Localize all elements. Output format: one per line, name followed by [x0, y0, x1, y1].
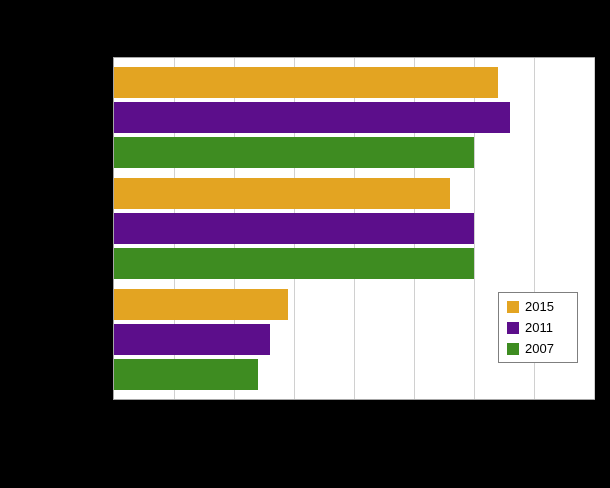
- bar-groups-layer: [114, 58, 594, 399]
- bar-2007-group1: [114, 137, 474, 168]
- bar-group-2: [114, 178, 594, 279]
- legend-swatch-2011-icon: [507, 321, 519, 334]
- legend-swatch-2007-icon: [507, 342, 519, 355]
- bar-2007-group3: [114, 359, 258, 390]
- legend-entry-2007: 2007: [507, 342, 569, 355]
- bar-2011-group2: [114, 213, 474, 244]
- bar-2015-group1: [114, 67, 498, 98]
- legend-label-2007: 2007: [525, 341, 554, 356]
- legend-label-2011: 2011: [525, 320, 553, 335]
- legend-swatch-2015-icon: [507, 300, 519, 313]
- bar-2015-group2: [114, 178, 450, 209]
- bar-group-1: [114, 67, 594, 168]
- gridline: [474, 58, 475, 399]
- bar-2007-group2: [114, 248, 474, 279]
- plot-area: 2015 2011 2007: [113, 57, 595, 400]
- bar-group-3: [114, 289, 594, 390]
- gridline: [594, 58, 595, 399]
- bar-2011-group1: [114, 102, 510, 133]
- legend: 2015 2011 2007: [498, 292, 578, 363]
- bar-2015-group3: [114, 289, 288, 320]
- legend-label-2015: 2015: [525, 299, 554, 314]
- legend-entry-2015: 2015: [507, 300, 569, 313]
- bar-2011-group3: [114, 324, 270, 355]
- gridline: [534, 58, 535, 399]
- legend-entry-2011: 2011: [507, 321, 569, 334]
